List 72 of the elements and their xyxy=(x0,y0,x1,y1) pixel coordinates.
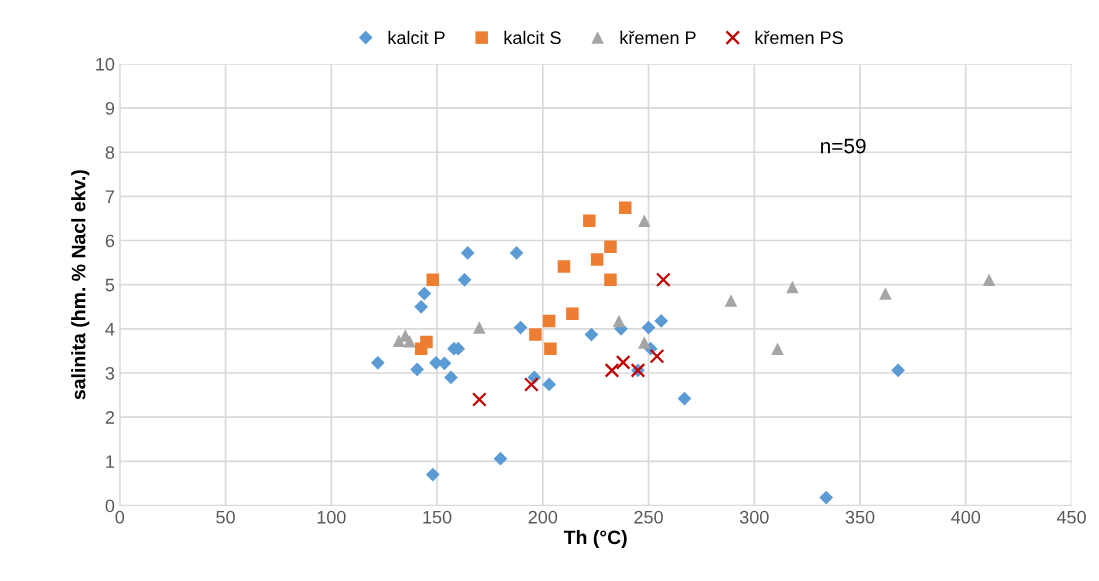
y-tick-label: 9 xyxy=(105,102,115,115)
point xyxy=(566,307,579,321)
x-tick-label: 50 xyxy=(216,510,235,524)
point xyxy=(615,355,631,370)
point xyxy=(590,253,604,266)
x-tick-label: 200 xyxy=(528,510,558,524)
y-tick-label: 3 xyxy=(105,366,115,380)
point xyxy=(410,362,425,377)
point xyxy=(604,240,617,253)
point xyxy=(771,342,784,355)
point xyxy=(583,214,596,227)
point xyxy=(457,272,472,287)
point xyxy=(655,272,671,288)
point xyxy=(426,273,440,287)
x-tick-label: 400 xyxy=(951,510,981,524)
point xyxy=(524,377,539,392)
point xyxy=(638,336,651,349)
legend-label: křemen P xyxy=(620,30,696,45)
x-tick-label: 350 xyxy=(845,510,875,524)
point xyxy=(403,334,416,348)
y-tick-label: 6 xyxy=(105,234,115,248)
point xyxy=(557,260,571,273)
point xyxy=(460,246,475,260)
y-axis-title: salinita (hm. % Nacl ekv.) xyxy=(71,170,90,400)
x-axis-title: Th (°C) xyxy=(563,529,627,549)
point xyxy=(509,246,524,260)
point xyxy=(982,273,996,287)
point xyxy=(529,328,542,341)
x-tick-label: 300 xyxy=(739,510,769,524)
legend-label: kalcit P xyxy=(388,30,445,45)
x-tick-label: 0 xyxy=(115,510,125,524)
x-tick-label: 150 xyxy=(423,510,452,524)
y-tick-label: 1 xyxy=(106,455,115,468)
point xyxy=(471,392,487,407)
y-tick-label: 10 xyxy=(96,57,115,71)
point xyxy=(544,342,557,355)
point xyxy=(638,214,651,227)
point xyxy=(612,314,626,328)
point xyxy=(724,294,738,307)
annotation: n=59 xyxy=(821,138,866,154)
point xyxy=(879,287,892,300)
legend-label: křemen PS xyxy=(755,30,843,45)
point xyxy=(654,314,669,328)
y-tick-label: 0 xyxy=(105,499,115,513)
point xyxy=(414,342,428,355)
point xyxy=(891,363,905,378)
y-tick-label: 4 xyxy=(105,322,115,336)
point xyxy=(444,370,458,385)
x-tick-label: 450 xyxy=(1056,510,1086,524)
point xyxy=(414,299,429,314)
point xyxy=(619,201,632,215)
point xyxy=(425,467,440,482)
point xyxy=(819,490,834,505)
point xyxy=(584,327,599,342)
y-tick-label: 2 xyxy=(105,411,115,424)
point xyxy=(473,321,486,334)
point xyxy=(604,362,620,378)
point xyxy=(786,280,799,294)
legend-label: kalcit S xyxy=(504,30,561,45)
y-tick-label: 8 xyxy=(105,146,115,159)
point xyxy=(370,355,385,370)
y-tick-label: 7 xyxy=(105,190,115,203)
point xyxy=(649,348,665,364)
point xyxy=(493,451,508,466)
point xyxy=(542,314,556,328)
x-tick-label: 250 xyxy=(634,510,663,524)
point xyxy=(392,334,406,348)
y-tick-label: 5 xyxy=(105,278,115,292)
point xyxy=(542,377,556,392)
x-tick-label: 100 xyxy=(317,510,346,524)
point xyxy=(604,273,617,287)
point xyxy=(417,286,432,301)
